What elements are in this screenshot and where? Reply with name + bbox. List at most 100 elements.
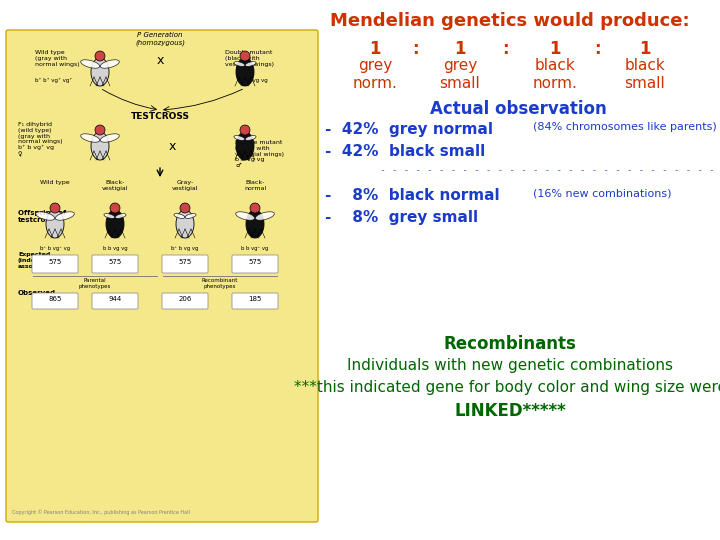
Ellipse shape <box>250 203 260 213</box>
Text: norm.: norm. <box>533 76 577 91</box>
Text: grey: grey <box>358 58 392 73</box>
Text: Offspring of
testcross: Offspring of testcross <box>18 210 66 223</box>
Text: Wild type
(gray with
normal wings): Wild type (gray with normal wings) <box>35 50 80 66</box>
Ellipse shape <box>104 214 114 218</box>
Text: 1: 1 <box>639 40 651 58</box>
Ellipse shape <box>36 212 55 220</box>
Ellipse shape <box>95 51 105 61</box>
Text: 575: 575 <box>109 259 122 265</box>
Text: -    8%  grey small: - 8% grey small <box>325 210 478 225</box>
Text: Wild type: Wild type <box>40 180 70 185</box>
Ellipse shape <box>100 134 120 142</box>
Ellipse shape <box>246 136 256 140</box>
Text: - - - - - - - - - - - - - - - - - - - - - - - - - - - - - -: - - - - - - - - - - - - - - - - - - - - … <box>380 165 720 175</box>
Text: small: small <box>625 76 665 91</box>
Ellipse shape <box>256 212 274 220</box>
Text: Recombinant
phenotypes: Recombinant phenotypes <box>202 278 238 289</box>
Ellipse shape <box>246 210 264 238</box>
Text: LINKED*****: LINKED***** <box>454 402 566 420</box>
Text: Double mutant
(black with
vestigial wings)
b b vg vg
♂: Double mutant (black with vestigial wing… <box>235 140 284 168</box>
Text: TESTCROSS: TESTCROSS <box>130 112 189 121</box>
Ellipse shape <box>240 125 250 135</box>
Text: b⁺ b vg⁺ vg: b⁺ b vg⁺ vg <box>40 246 70 251</box>
FancyBboxPatch shape <box>232 255 278 273</box>
Text: grey: grey <box>443 58 477 73</box>
Ellipse shape <box>234 62 245 66</box>
Text: Actual observation: Actual observation <box>430 100 607 118</box>
Ellipse shape <box>115 214 126 218</box>
Text: -  42%  grey normal: - 42% grey normal <box>325 122 493 137</box>
Ellipse shape <box>91 58 109 86</box>
Text: Copyright © Pearson Education, Inc., publishing as Pearson Prentice Hall: Copyright © Pearson Education, Inc., pub… <box>12 509 190 515</box>
Ellipse shape <box>91 132 109 160</box>
Text: Recombinants: Recombinants <box>444 335 577 353</box>
Ellipse shape <box>240 51 250 61</box>
Text: F₁ dihybrid
(wild type)
(gray with
normal wings)
b⁺ b vg⁺ vg
♀: F₁ dihybrid (wild type) (gray with norma… <box>18 122 63 157</box>
Text: 865: 865 <box>48 296 62 302</box>
Text: ***this indicated gene for body color and wing size were: ***this indicated gene for body color an… <box>294 380 720 395</box>
Text: b⁺ b⁺ vg⁺ vg⁺: b⁺ b⁺ vg⁺ vg⁺ <box>35 78 72 83</box>
Text: Expected
(independent
assortment): Expected (independent assortment) <box>18 252 66 268</box>
Ellipse shape <box>95 125 105 135</box>
Text: -  42%  black small: - 42% black small <box>325 144 485 159</box>
Text: 944: 944 <box>109 296 122 302</box>
FancyBboxPatch shape <box>162 293 208 309</box>
Text: 1: 1 <box>369 40 381 58</box>
Text: Observed: Observed <box>18 290 56 296</box>
FancyBboxPatch shape <box>6 30 318 522</box>
FancyBboxPatch shape <box>92 293 138 309</box>
Text: Black-
normal: Black- normal <box>244 180 266 191</box>
Text: :: : <box>502 40 508 58</box>
Text: x: x <box>168 139 176 152</box>
Text: 575: 575 <box>179 259 192 265</box>
Text: 575: 575 <box>48 259 62 265</box>
Text: (16% new combinations): (16% new combinations) <box>533 188 672 198</box>
FancyBboxPatch shape <box>162 255 208 273</box>
Ellipse shape <box>55 212 74 220</box>
Text: (84% chromosomes like parents): (84% chromosomes like parents) <box>533 122 716 132</box>
Ellipse shape <box>174 214 185 218</box>
FancyBboxPatch shape <box>32 293 78 309</box>
Ellipse shape <box>235 212 255 220</box>
Text: 1: 1 <box>454 40 466 58</box>
Text: black: black <box>625 58 665 73</box>
Text: Mendelian genetics would produce:: Mendelian genetics would produce: <box>330 12 690 30</box>
Ellipse shape <box>236 58 254 86</box>
Ellipse shape <box>234 136 245 140</box>
Text: b b vg vg: b b vg vg <box>103 246 127 251</box>
Ellipse shape <box>246 62 256 66</box>
Text: 575: 575 <box>248 259 261 265</box>
Ellipse shape <box>81 60 99 68</box>
Ellipse shape <box>100 60 120 68</box>
Ellipse shape <box>236 132 254 160</box>
Ellipse shape <box>81 134 99 142</box>
Text: P Generation
(homozygous): P Generation (homozygous) <box>135 32 185 45</box>
FancyBboxPatch shape <box>92 255 138 273</box>
Ellipse shape <box>110 203 120 213</box>
Text: Double mutant
(black with
vestigial wings): Double mutant (black with vestigial wing… <box>225 50 274 66</box>
FancyBboxPatch shape <box>32 255 78 273</box>
Ellipse shape <box>185 214 196 218</box>
Text: :: : <box>594 40 600 58</box>
Text: -    8%  black normal: - 8% black normal <box>325 188 500 203</box>
Text: 1: 1 <box>549 40 561 58</box>
Text: norm.: norm. <box>353 76 397 91</box>
Text: 206: 206 <box>179 296 192 302</box>
Ellipse shape <box>50 203 60 213</box>
Text: x: x <box>156 53 163 66</box>
Text: Black-
vestigial: Black- vestigial <box>102 180 128 191</box>
Ellipse shape <box>176 210 194 238</box>
Ellipse shape <box>106 210 124 238</box>
Text: 185: 185 <box>248 296 261 302</box>
Text: Individuals with new genetic combinations: Individuals with new genetic combination… <box>347 358 673 373</box>
Text: small: small <box>440 76 480 91</box>
Text: b b vg vg: b b vg vg <box>242 78 268 83</box>
Text: b⁺ b vg vg: b⁺ b vg vg <box>171 246 199 251</box>
Text: :: : <box>412 40 418 58</box>
Text: Parental
phenotypes: Parental phenotypes <box>78 278 111 289</box>
Text: b b vg⁺ vg: b b vg⁺ vg <box>241 246 269 251</box>
Ellipse shape <box>180 203 190 213</box>
Ellipse shape <box>46 210 64 238</box>
Text: Gray-
vestigial: Gray- vestigial <box>172 180 198 191</box>
Text: black: black <box>535 58 575 73</box>
